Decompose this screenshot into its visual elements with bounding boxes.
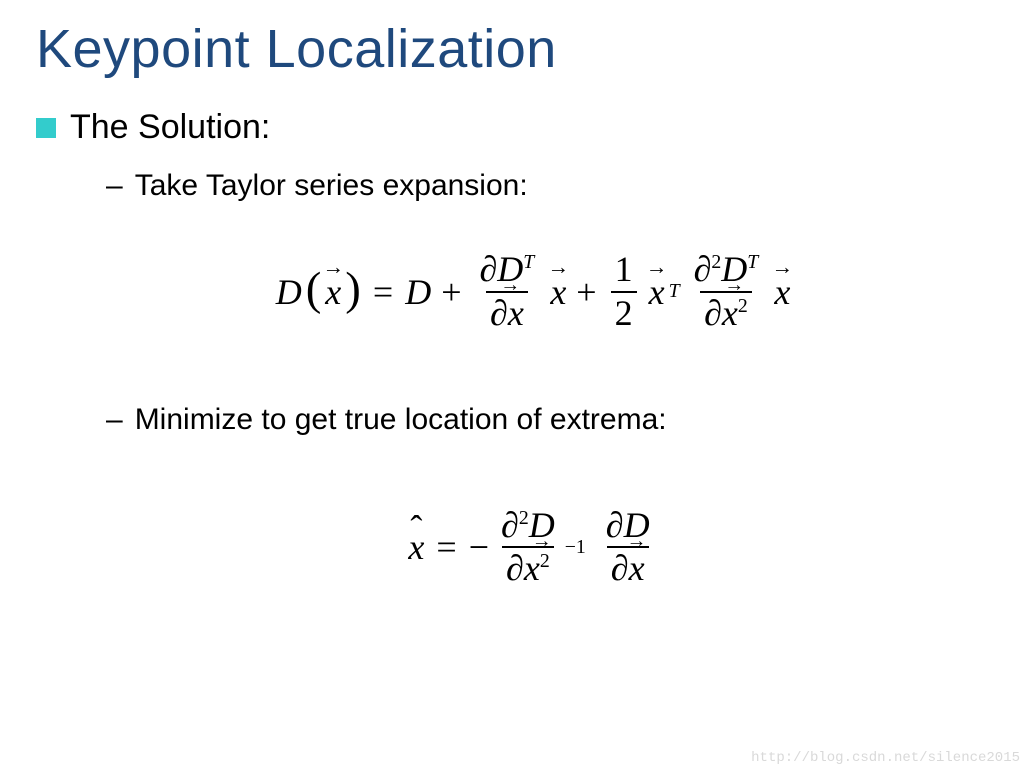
f1-x2: x [774, 271, 790, 313]
sub-text-2: Minimize to get true location of extrema… [135, 403, 667, 437]
content-area: The Solution: – Take Taylor series expan… [0, 80, 1030, 588]
f1-plus1: + [441, 271, 461, 313]
f1-xvec: x [325, 271, 341, 313]
sub-text-1: Take Taylor series expansion: [135, 169, 528, 203]
bullet-text: The Solution: [70, 108, 270, 147]
formula-extrema: x = − ∂2D ∂x2 −1 ∂D ∂x [36, 437, 1030, 589]
sub-item-2: – Minimize to get true location of extre… [36, 333, 1030, 437]
dash-2: – [106, 403, 123, 437]
f2-frac1: ∂2D ∂x2 [497, 507, 559, 589]
f2-inv: −1 [565, 536, 586, 559]
f1-Dfn: D [276, 271, 302, 313]
f1-xT: x [649, 271, 665, 313]
bullet-main: The Solution: [36, 108, 1030, 147]
f1-plus2: + [576, 271, 596, 313]
bullet-marker [36, 118, 56, 138]
f2-eq: = [436, 526, 456, 568]
f1-x1: x [550, 271, 566, 313]
f1-half: 1 2 [611, 251, 637, 333]
f2-minus: − [469, 526, 489, 568]
f1-eq: = [373, 271, 393, 313]
f2-xhat: x [408, 526, 424, 568]
f1-frac2: ∂2DT ∂x2 [690, 251, 763, 333]
sub-item-1: – Take Taylor series expansion: [36, 147, 1030, 203]
watermark: http://blog.csdn.net/silence2015 [751, 750, 1020, 766]
f2-frac2: ∂D ∂x [602, 507, 654, 589]
f1-frac1: ∂DT ∂x [476, 251, 539, 333]
slide-title: Keypoint Localization [0, 0, 1030, 80]
formula-taylor: D(x) = D + ∂DT ∂x x + 1 2 xT ∂2DT ∂x2 x [36, 203, 1030, 333]
dash-1: – [106, 169, 123, 203]
f1-D: D [405, 271, 431, 313]
